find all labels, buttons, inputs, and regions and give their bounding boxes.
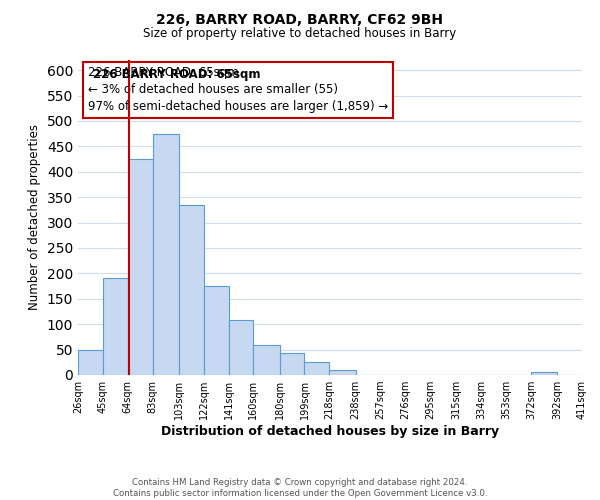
Bar [103,278,128,375]
X-axis label: Distribution of detached houses by size in Barry: Distribution of detached houses by size … [161,425,499,438]
Bar [280,353,304,375]
Bar [253,344,280,375]
Text: 226 BARRY ROAD: 65sqm
← 3% of detached houses are smaller (55)
97% of semi-detac: 226 BARRY ROAD: 65sqm ← 3% of detached h… [88,66,388,114]
Text: 226, BARRY ROAD, BARRY, CF62 9BH: 226, BARRY ROAD, BARRY, CF62 9BH [157,12,443,26]
Text: Size of property relative to detached houses in Barry: Size of property relative to detached ho… [143,28,457,40]
Bar [152,134,179,375]
Text: Contains HM Land Registry data © Crown copyright and database right 2024.
Contai: Contains HM Land Registry data © Crown c… [113,478,487,498]
Bar [128,159,152,375]
Text: 226 BARRY ROAD: 65sqm: 226 BARRY ROAD: 65sqm [93,68,260,81]
Bar [531,372,557,375]
Bar [229,320,253,375]
Bar [78,350,103,375]
Bar [179,205,203,375]
Bar [329,370,356,375]
Y-axis label: Number of detached properties: Number of detached properties [28,124,41,310]
Bar [203,286,229,375]
Bar [304,362,329,375]
